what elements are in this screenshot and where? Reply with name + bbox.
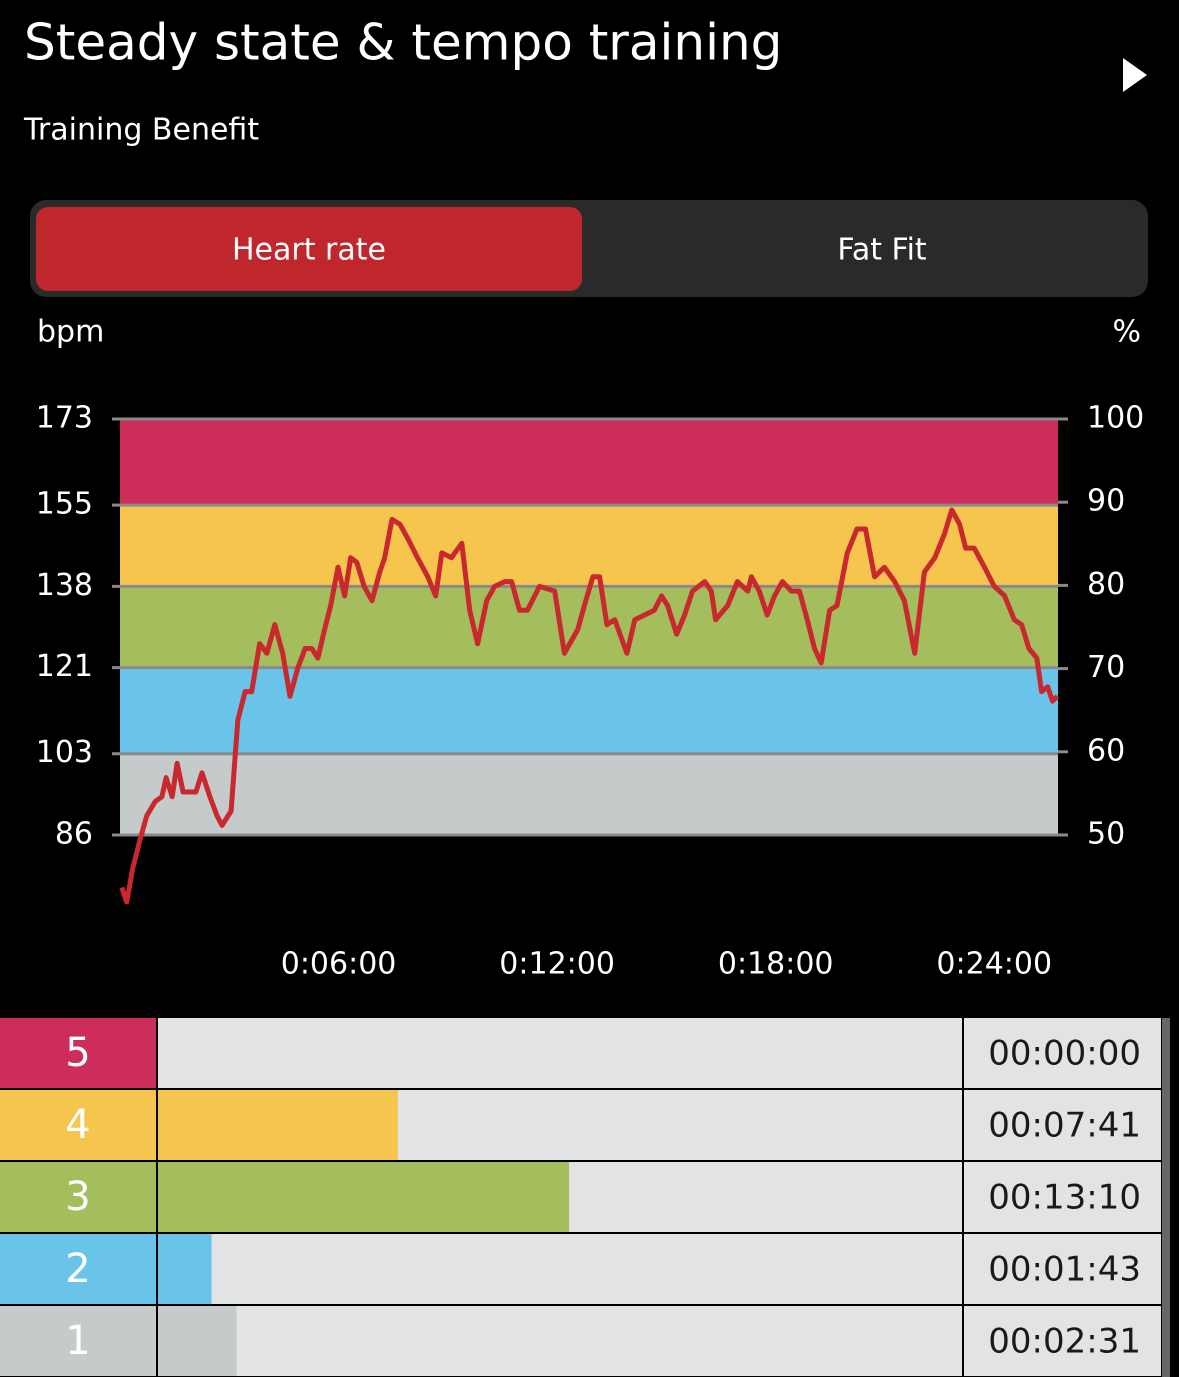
tab[interactable]: Fat Fit <box>837 233 927 268</box>
zone-bar <box>158 1306 237 1376</box>
zone-label: 3 <box>65 1174 90 1220</box>
y2-tick-label: 60 <box>1087 733 1125 768</box>
x-tick-label: 0:06:00 <box>281 947 397 982</box>
zone-time-cell <box>964 1234 1161 1304</box>
subtitle: Training Benefit <box>23 113 259 148</box>
zone-label: 5 <box>65 1030 90 1076</box>
zone-band <box>120 753 1058 835</box>
x-tick-label: 0:24:00 <box>936 947 1052 982</box>
zone-bar-track <box>158 1306 962 1376</box>
y-axis-label: bpm <box>37 315 104 350</box>
zone-bar <box>158 1090 398 1160</box>
zone-label: 1 <box>65 1318 90 1364</box>
zone-bar-track <box>158 1018 962 1088</box>
zone-time: 00:13:10 <box>988 1178 1141 1218</box>
y2-axis-label: % <box>1112 315 1141 350</box>
zone-time-cell <box>964 1018 1161 1088</box>
zone-label: 4 <box>65 1102 90 1148</box>
y-tick-label: 155 <box>36 487 93 522</box>
zone-time: 00:02:31 <box>988 1322 1141 1362</box>
y-tick-label: 121 <box>36 649 93 684</box>
title: Steady state & tempo training <box>24 14 782 72</box>
zone-band <box>120 419 1058 506</box>
zone-label-cell <box>0 1306 156 1376</box>
zone-time: 00:01:43 <box>988 1250 1141 1290</box>
y-tick-label: 86 <box>55 817 93 852</box>
zone-time-cell <box>964 1162 1161 1232</box>
y2-tick-label: 70 <box>1087 650 1125 685</box>
y-tick-label: 103 <box>36 735 93 770</box>
zone-bar <box>158 1162 570 1232</box>
zone-bar-track <box>158 1234 962 1304</box>
y2-tick-label: 80 <box>1087 567 1125 602</box>
scrollbar <box>1162 1018 1170 1377</box>
tab-active-bg[interactable] <box>36 207 582 291</box>
y2-tick-label: 90 <box>1087 484 1125 519</box>
y2-tick-label: 50 <box>1087 817 1125 852</box>
zone-label-cell <box>0 1162 156 1232</box>
heart-rate-line <box>119 507 1060 905</box>
zone-time: 00:07:41 <box>988 1106 1141 1146</box>
zone-label-cell <box>0 1090 156 1160</box>
tab[interactable]: Heart rate <box>232 233 386 268</box>
x-tick-label: 0:12:00 <box>499 947 615 982</box>
zone-label-cell <box>0 1234 156 1304</box>
zone-time: 00:00:00 <box>988 1034 1141 1074</box>
zone-band <box>120 505 1058 587</box>
y-tick-label: 138 <box>36 568 93 603</box>
zone-band <box>120 667 1058 754</box>
y-tick-label: 173 <box>36 401 93 436</box>
zone-label-cell <box>0 1018 156 1088</box>
y2-tick-label: 100 <box>1087 401 1144 436</box>
zone-label: 2 <box>65 1246 90 1292</box>
zone-bar <box>158 1234 212 1304</box>
zone-time-cell <box>964 1090 1161 1160</box>
x-tick-label: 0:18:00 <box>718 947 834 982</box>
zone-time-cell <box>964 1306 1161 1376</box>
play-button[interactable] <box>1123 58 1147 92</box>
